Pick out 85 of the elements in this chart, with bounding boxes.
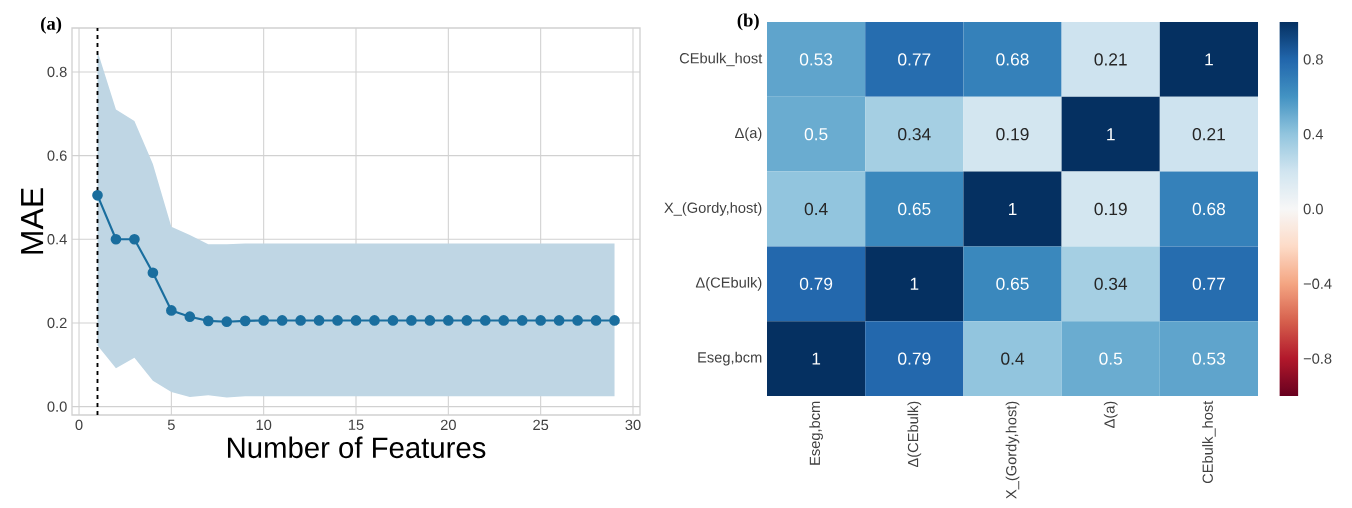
x-tick-label: 25 <box>533 419 549 431</box>
data-label: 0.53 <box>1192 352 1226 365</box>
data-label: 0.53 <box>799 53 833 66</box>
data-label: 0.65 <box>898 202 931 216</box>
data-label: 1 <box>1107 128 1115 141</box>
y-tick-label: CEbulk_host <box>679 52 763 67</box>
data-label: 0.5 <box>1099 352 1123 365</box>
data-label: 0.65 <box>996 277 1029 290</box>
point <box>295 315 306 326</box>
point <box>184 311 196 323</box>
color-bar-label: −0.8 <box>1303 353 1332 364</box>
x-tick-label: X_(Gordy,host) <box>1005 401 1020 499</box>
point <box>166 305 177 316</box>
data-label: 0.34 <box>898 128 931 141</box>
point <box>443 315 454 326</box>
data-label: 0.79 <box>799 277 833 290</box>
data-label: 1 <box>910 277 919 290</box>
point <box>535 315 546 326</box>
point <box>369 315 380 326</box>
point <box>92 190 103 201</box>
data-label: 1 <box>1205 53 1213 66</box>
point <box>332 315 343 326</box>
point <box>406 315 417 326</box>
y-tick-label: Eseg,bcm <box>698 351 762 366</box>
y-tick-label: X_(Gordy,host) <box>664 202 762 216</box>
point <box>461 315 473 326</box>
point <box>572 315 583 326</box>
y-tick-label: 0.6 <box>47 150 67 161</box>
data-label: 0.21 <box>1192 128 1225 141</box>
x-tick-label: 10 <box>256 419 272 431</box>
x-tick-label: 20 <box>440 419 456 431</box>
x-tick-label: 5 <box>167 419 175 430</box>
x-tick-label: Δ(a) <box>1103 401 1118 428</box>
chart-title: (b) <box>737 13 759 31</box>
point <box>553 315 565 326</box>
y-tick-label: 0.2 <box>47 317 67 329</box>
data-label: 0.77 <box>898 53 931 66</box>
point <box>202 315 214 327</box>
y-tick-label: 0.0 <box>47 401 67 412</box>
x-tick-label: 15 <box>348 419 364 430</box>
point <box>276 315 288 326</box>
y-tick-label: Δ(CEbulk) <box>695 276 762 291</box>
point <box>239 315 251 327</box>
point <box>147 267 159 279</box>
data-label: 0.4 <box>804 202 828 216</box>
data-label: 0.79 <box>898 352 931 365</box>
point <box>258 315 270 326</box>
data-label: 0.77 <box>1192 277 1225 290</box>
data-label: 0.19 <box>996 128 1029 141</box>
point <box>516 315 528 326</box>
x-tick-label: 30 <box>625 419 641 431</box>
x-axis-title: Number of Features <box>227 436 486 459</box>
point <box>350 315 362 326</box>
x-tick-label: CEbulk_host <box>1202 400 1216 484</box>
color-bar-label: 0.8 <box>1303 54 1323 65</box>
chart-title: (a) <box>41 16 62 34</box>
y-tick-label: Δ(a) <box>735 127 762 142</box>
x-tick-label: 0 <box>75 419 83 431</box>
data-label: 1 <box>812 352 821 365</box>
x-tick-label: Eseg,bcm <box>809 401 823 465</box>
point <box>424 315 436 326</box>
point <box>221 316 233 328</box>
point <box>313 315 325 326</box>
point <box>609 315 620 326</box>
data-label: 0.19 <box>1094 202 1127 216</box>
color-bar-label: −0.4 <box>1303 278 1332 289</box>
data-label: 0.68 <box>996 53 1029 66</box>
data-label: 0.34 <box>1094 277 1128 290</box>
x-tick-label: Δ(CEbulk) <box>907 401 922 468</box>
color-bar-label: 0.0 <box>1303 203 1323 215</box>
point <box>129 233 140 245</box>
point <box>498 315 510 326</box>
data-label: 1 <box>1009 203 1017 215</box>
point <box>479 315 491 326</box>
point <box>590 315 602 326</box>
data-label: 0.4 <box>1001 352 1025 365</box>
point <box>110 233 122 245</box>
color-bar-label: 0.4 <box>1303 129 1324 140</box>
data-label: 0.5 <box>804 128 828 141</box>
y-axis-title: MAE <box>21 188 44 254</box>
point <box>387 315 399 326</box>
data-label: 0.68 <box>1192 202 1226 216</box>
data-label: 0.21 <box>1094 53 1127 66</box>
y-tick-label: 0.4 <box>47 234 67 245</box>
y-tick-label: 0.8 <box>47 66 67 78</box>
